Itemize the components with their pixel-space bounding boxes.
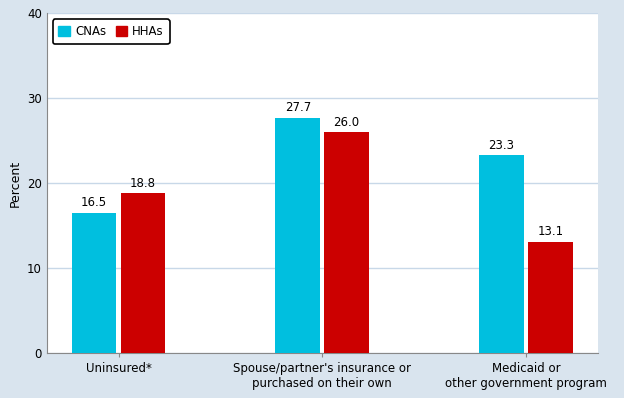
Bar [72,213,117,353]
Text: 16.5: 16.5 [81,196,107,209]
Text: 27.7: 27.7 [285,101,311,114]
Bar [275,118,320,353]
Bar [479,155,524,353]
Bar [120,193,165,353]
Text: 23.3: 23.3 [489,139,514,152]
Legend: CNAs, HHAs: CNAs, HHAs [52,19,170,44]
Text: 18.8: 18.8 [130,177,156,190]
Text: 26.0: 26.0 [334,116,359,129]
Bar [528,242,573,353]
Bar [324,132,369,353]
Text: 13.1: 13.1 [537,225,563,238]
Y-axis label: Percent: Percent [8,160,21,207]
